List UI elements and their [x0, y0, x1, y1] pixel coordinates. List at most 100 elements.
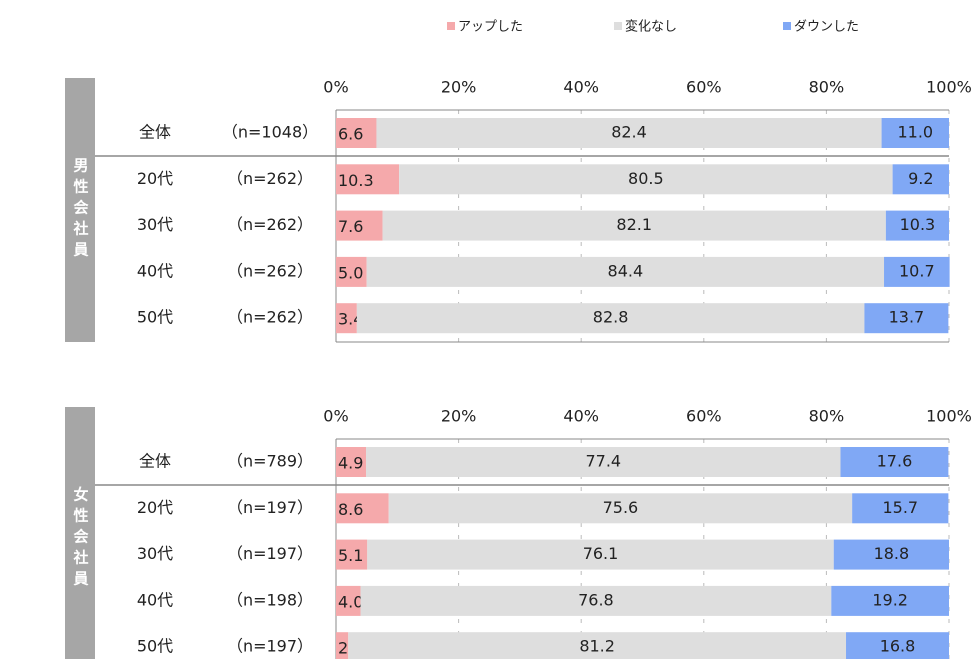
bar-segment — [366, 447, 841, 477]
data-label: 82.4 — [611, 123, 647, 142]
group-label: 女性会社員 — [72, 486, 90, 592]
sample-size: （n=262） — [227, 308, 313, 327]
x-tick-label: 0% — [323, 407, 348, 426]
data-label: 4.9 — [338, 454, 363, 473]
bar-segment — [336, 585, 361, 616]
data-label: 76.1 — [583, 544, 619, 563]
x-tick-label: 40% — [563, 407, 599, 426]
bar-segment — [892, 164, 949, 195]
sample-size: （n=1048） — [222, 123, 318, 142]
data-label: 81.2 — [579, 637, 615, 656]
group-box — [65, 407, 95, 659]
group-box — [65, 78, 95, 342]
bar-segment — [881, 118, 949, 148]
bar-segment — [884, 256, 950, 287]
data-label: 82.8 — [593, 308, 629, 327]
sample-size: （n=197） — [227, 498, 313, 517]
data-label: 6.6 — [338, 125, 363, 144]
data-label: 77.4 — [585, 452, 621, 471]
bar-segment — [852, 493, 949, 524]
category-label: 50代 — [137, 637, 173, 656]
bar-segment — [336, 256, 367, 287]
bar-segment — [336, 164, 400, 195]
legend-label: アップした — [458, 20, 523, 35]
x-tick-label: 0% — [323, 78, 348, 97]
bar-segment — [336, 210, 383, 241]
x-tick-label: 100% — [926, 407, 972, 426]
category-label: 50代 — [137, 308, 173, 327]
data-label: 80.5 — [628, 169, 664, 188]
x-tick-label: 60% — [686, 78, 722, 97]
bar-segment — [382, 210, 886, 241]
sample-size: （n=197） — [227, 544, 313, 563]
data-label: 11.0 — [897, 123, 933, 142]
category-label: 40代 — [137, 590, 173, 609]
bar-segment — [885, 210, 949, 241]
x-tick-label: 80% — [809, 78, 845, 97]
bar-segment — [360, 585, 832, 616]
sample-size: （n=789） — [227, 452, 313, 471]
bar-segment — [336, 539, 368, 570]
data-label: 9.2 — [908, 169, 933, 188]
data-label: 18.8 — [874, 544, 910, 563]
x-tick-label: 80% — [809, 407, 845, 426]
legend-label: 変化なし — [625, 19, 677, 35]
bar-segment — [833, 539, 949, 570]
bar-segment — [864, 303, 949, 334]
bar-segment — [336, 493, 389, 524]
bar-segment — [336, 118, 377, 148]
bar-segment — [399, 164, 893, 195]
category-label: 20代 — [137, 498, 173, 517]
bar-segment — [388, 493, 853, 524]
bar-segment — [840, 447, 949, 477]
bar-segment — [356, 303, 865, 334]
bar-segment — [348, 632, 847, 659]
bar-segment — [336, 303, 357, 334]
category-label: 全体 — [139, 123, 171, 142]
bar-segment — [367, 539, 834, 570]
legend-swatch — [783, 22, 791, 30]
x-tick-label: 60% — [686, 407, 722, 426]
sample-size: （n=197） — [227, 637, 313, 656]
data-label: 82.1 — [616, 215, 652, 234]
data-label: 19.2 — [872, 590, 908, 609]
data-label: 5.0 — [338, 263, 363, 282]
data-label: 10.7 — [899, 261, 935, 280]
sample-size: （n=262） — [227, 215, 313, 234]
legend-swatch — [447, 22, 455, 30]
data-label: 7.6 — [338, 217, 363, 236]
legend-label: ダウンした — [794, 20, 859, 35]
x-tick-label: 100% — [926, 78, 972, 97]
category-label: 全体 — [139, 452, 171, 471]
bar-segment — [336, 447, 367, 477]
data-label: 15.7 — [882, 498, 918, 517]
data-label: 75.6 — [603, 498, 639, 517]
x-tick-label: 20% — [441, 78, 477, 97]
category-label: 40代 — [137, 261, 173, 280]
category-label: 30代 — [137, 544, 173, 563]
category-label: 30代 — [137, 215, 173, 234]
category-label: 20代 — [137, 169, 173, 188]
data-label: 13.7 — [889, 308, 925, 327]
data-label: 5.1 — [338, 546, 363, 565]
data-label: 16.8 — [880, 637, 916, 656]
data-label: 17.6 — [877, 452, 913, 471]
data-label: 4.0 — [338, 592, 363, 611]
group-label: 男性会社員 — [72, 158, 90, 263]
x-tick-label: 40% — [563, 78, 599, 97]
x-tick-label: 20% — [441, 407, 477, 426]
data-label: 76.8 — [578, 590, 614, 609]
bar-segment — [366, 256, 885, 287]
bar-segment — [831, 585, 949, 616]
bar-segment — [846, 632, 949, 659]
data-label: 8.6 — [338, 500, 363, 519]
bar-segment — [336, 632, 349, 659]
legend-swatch — [614, 22, 622, 30]
sample-size: （n=262） — [227, 169, 313, 188]
bar-segment — [376, 118, 882, 148]
data-label: 10.3 — [900, 215, 936, 234]
sample-size: （n=198） — [227, 590, 313, 609]
sample-size: （n=262） — [227, 261, 313, 280]
data-label: 84.4 — [608, 261, 644, 280]
